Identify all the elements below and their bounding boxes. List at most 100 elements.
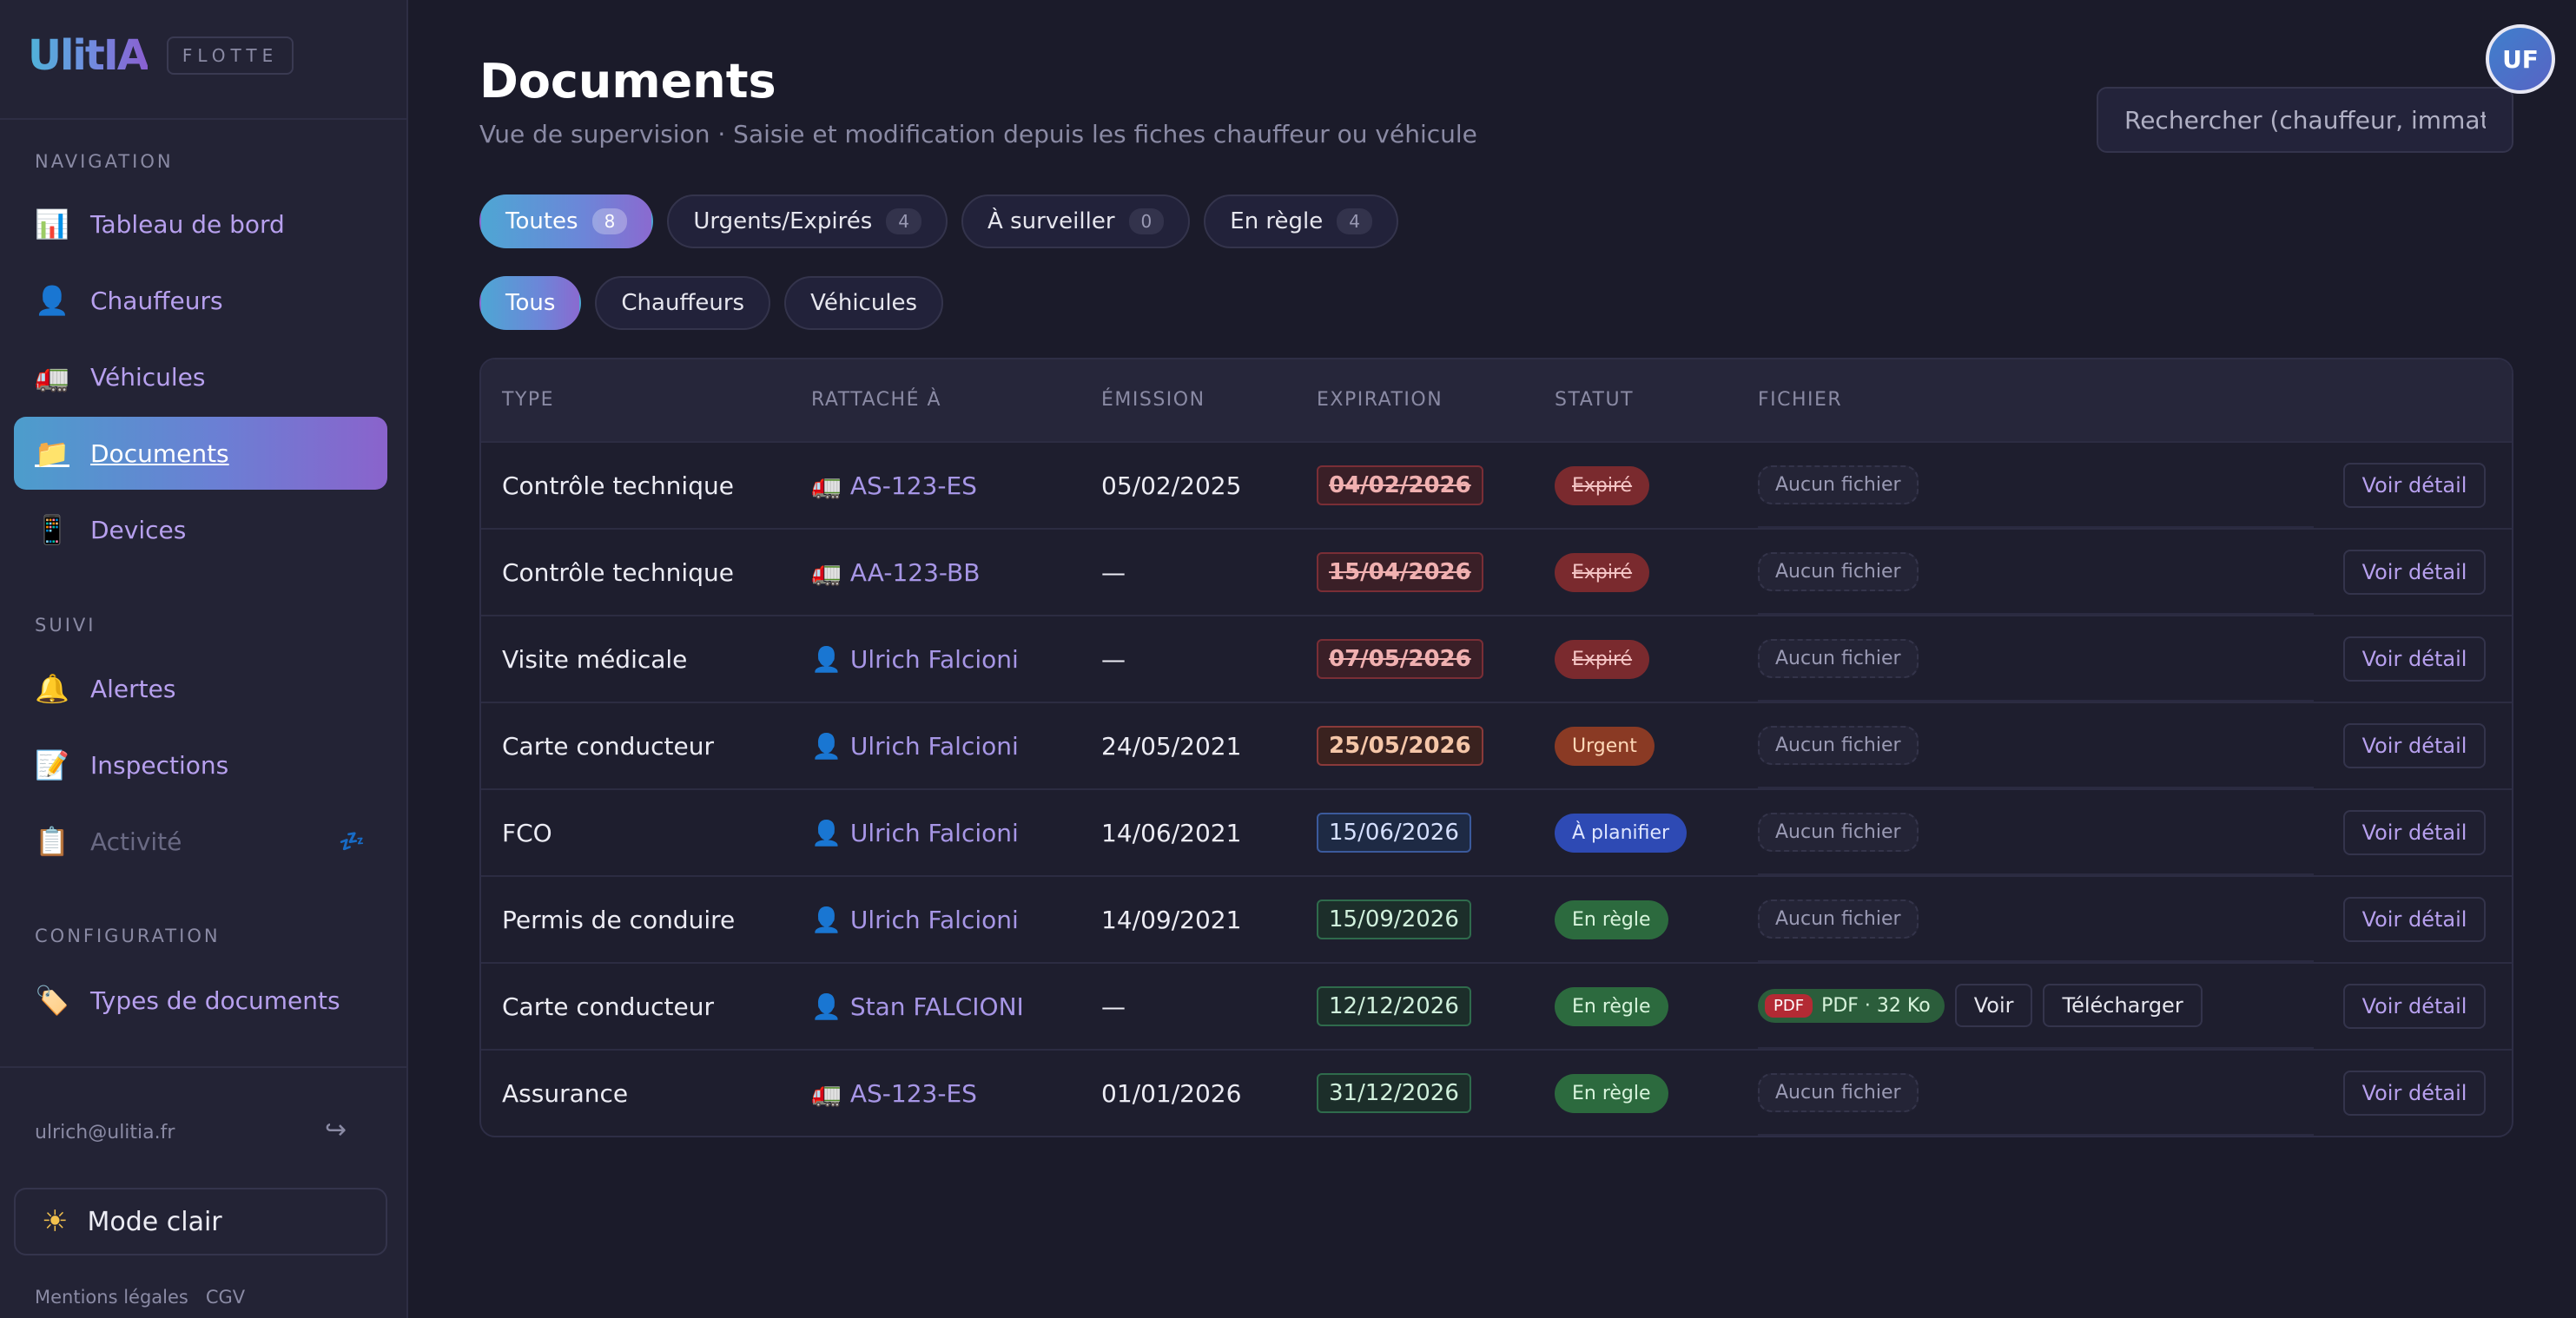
pdf-file-chip[interactable]: PDF PDF · 32 Ko bbox=[1758, 988, 1945, 1023]
expiration-date: 15/06/2026 bbox=[1317, 813, 1471, 853]
filter-toutes[interactable]: Toutes 8 bbox=[479, 194, 654, 248]
filter-a-surveiller[interactable]: À surveiller 0 bbox=[961, 194, 1191, 248]
sun-icon: ☀ bbox=[42, 1204, 69, 1239]
attached-link[interactable]: 🚛 AA-123-BB bbox=[811, 530, 980, 615]
bell-icon: 🔔 bbox=[35, 672, 69, 705]
attached-label: AS-123-ES bbox=[849, 1078, 977, 1108]
column-header-rattache[interactable]: RATTACHÉ À bbox=[811, 389, 942, 411]
column-header-expiration[interactable]: EXPIRATION bbox=[1317, 389, 1443, 411]
search-input[interactable] bbox=[2097, 87, 2513, 153]
status-cell: À planifier bbox=[1555, 790, 1688, 875]
truck-icon: 🚛 bbox=[35, 360, 69, 393]
legal-link[interactable]: Mentions légales bbox=[35, 1287, 188, 1308]
expiration-cell: 12/12/2026 bbox=[1317, 964, 1471, 1049]
status-filter-row: Toutes 8 Urgents/Expirés 4 À surveiller … bbox=[479, 194, 1399, 248]
view-detail-button[interactable]: Voir détail bbox=[2342, 897, 2487, 942]
view-detail-button[interactable]: Voir détail bbox=[2342, 723, 2487, 768]
attached-link[interactable]: 👤 Stan FALCIONI bbox=[811, 964, 1024, 1049]
clipboard-icon: 📋 bbox=[35, 825, 69, 858]
table-row[interactable]: Carte conducteur 👤 Stan FALCIONI — 12/12/… bbox=[481, 962, 2512, 1049]
table-row[interactable]: Contrôle technique 🚛 AS-123-ES 05/02/2025… bbox=[481, 441, 2512, 528]
attached-link[interactable]: 👤 Ulrich Falcioni bbox=[811, 616, 1019, 702]
sidebar: UlitIA FLOTTE NAVIGATION 📊 Tableau de bo… bbox=[0, 0, 408, 1318]
light-mode-button[interactable]: ☀ Mode clair bbox=[14, 1188, 387, 1255]
view-detail-button[interactable]: Voir détail bbox=[2342, 984, 2487, 1029]
filter-urgents-expires[interactable]: Urgents/Expirés 4 bbox=[667, 194, 948, 248]
expiration-date: 31/12/2026 bbox=[1317, 1073, 1471, 1113]
attached-link[interactable]: 👤 Ulrich Falcioni bbox=[811, 877, 1019, 962]
view-detail-button[interactable]: Voir détail bbox=[2342, 463, 2487, 508]
sidebar-item-label: Devices bbox=[90, 515, 187, 544]
filter-count: 0 bbox=[1128, 208, 1165, 234]
pdf-icon: PDF bbox=[1765, 993, 1813, 1018]
filter-label: Urgents/Expirés bbox=[693, 208, 873, 234]
sidebar-item-inspections[interactable]: 📝 Inspections bbox=[14, 728, 387, 801]
table-row[interactable]: FCO 👤 Ulrich Falcioni 14/06/2021 15/06/20… bbox=[481, 788, 2512, 875]
emission-date: — bbox=[1101, 644, 1126, 674]
attached-label: Ulrich Falcioni bbox=[849, 644, 1019, 674]
sidebar-item-label: Tableau de bord bbox=[90, 209, 285, 239]
sidebar-item-chauffeurs[interactable]: 👤 Chauffeurs bbox=[14, 264, 387, 337]
scope-tous[interactable]: Tous bbox=[479, 276, 582, 330]
sidebar-item-dashboard[interactable]: 📊 Tableau de bord bbox=[14, 188, 387, 260]
filter-count: 4 bbox=[886, 208, 922, 234]
sidebar-item-devices[interactable]: 📱 Devices bbox=[14, 493, 387, 566]
filter-en-regle[interactable]: En règle 4 bbox=[1204, 194, 1399, 248]
download-file-button[interactable]: Télécharger bbox=[2043, 984, 2203, 1027]
divider bbox=[0, 118, 408, 120]
no-file-badge: Aucun fichier bbox=[1758, 465, 1919, 504]
attached-link[interactable]: 🚛 AS-123-ES bbox=[811, 1051, 977, 1136]
action-cell: Voir détail bbox=[2314, 703, 2512, 788]
status-cell: Urgent bbox=[1555, 703, 1655, 788]
status-badge: Expiré bbox=[1555, 465, 1650, 505]
table-header: TYPE RATTACHÉ À ÉMISSION EXPIRATION STAT… bbox=[481, 359, 2512, 441]
column-header-type[interactable]: TYPE bbox=[502, 389, 555, 411]
status-badge: En règle bbox=[1555, 986, 1668, 1026]
no-file-badge: Aucun fichier bbox=[1758, 812, 1919, 852]
person-icon: 👤 bbox=[811, 644, 842, 674]
sidebar-item-types-documents[interactable]: 🏷️ Types de documents bbox=[14, 964, 387, 1037]
filter-label: Toutes bbox=[505, 208, 578, 234]
emission-date: 14/06/2021 bbox=[1101, 818, 1242, 847]
attached-link[interactable]: 👤 Ulrich Falcioni bbox=[811, 703, 1019, 788]
table-row[interactable]: Visite médicale 👤 Ulrich Falcioni — 07/05… bbox=[481, 615, 2512, 702]
sidebar-item-documents[interactable]: 📁 Documents bbox=[14, 417, 387, 490]
sidebar-item-activite[interactable]: 📋 Activité 💤 bbox=[14, 805, 387, 878]
scope-chauffeurs[interactable]: Chauffeurs bbox=[595, 276, 771, 330]
sidebar-item-label: Alertes bbox=[90, 674, 176, 703]
attached-link[interactable]: 👤 Ulrich Falcioni bbox=[811, 790, 1019, 875]
cgv-link[interactable]: CGV bbox=[205, 1287, 246, 1308]
sidebar-item-vehicules[interactable]: 🚛 Véhicules bbox=[14, 340, 387, 413]
avatar[interactable]: UF bbox=[2486, 24, 2555, 94]
column-header-emission[interactable]: ÉMISSION bbox=[1101, 389, 1205, 411]
sidebar-item-alertes[interactable]: 🔔 Alertes bbox=[14, 652, 387, 725]
mode-label: Mode clair bbox=[87, 1206, 222, 1237]
view-detail-button[interactable]: Voir détail bbox=[2342, 636, 2487, 682]
logout-icon[interactable]: ↪ bbox=[325, 1115, 347, 1145]
table-row[interactable]: Contrôle technique 🚛 AA-123-BB — 15/04/20… bbox=[481, 528, 2512, 615]
table-row[interactable]: Permis de conduire 👤 Ulrich Falcioni 14/0… bbox=[481, 875, 2512, 962]
column-header-fichier[interactable]: FICHIER bbox=[1758, 389, 1843, 411]
truck-icon: 🚛 bbox=[811, 557, 842, 587]
status-badge: Urgent bbox=[1555, 726, 1655, 766]
doc-type: Carte conducteur bbox=[502, 731, 714, 761]
view-file-button[interactable]: Voir bbox=[1954, 984, 2033, 1027]
label-icon: 🏷️ bbox=[35, 984, 69, 1017]
view-detail-button[interactable]: Voir détail bbox=[2342, 1071, 2487, 1116]
scope-vehicules[interactable]: Véhicules bbox=[784, 276, 944, 330]
view-detail-button[interactable]: Voir détail bbox=[2342, 550, 2487, 595]
action-cell: Voir détail bbox=[2314, 1051, 2512, 1136]
brand-logo[interactable]: UlitIA bbox=[28, 31, 149, 80]
person-icon: 👤 bbox=[35, 284, 69, 317]
expiration-date: 25/05/2026 bbox=[1317, 726, 1483, 766]
attached-link[interactable]: 🚛 AS-123-ES bbox=[811, 443, 977, 528]
table-row[interactable]: Assurance 🚛 AS-123-ES 01/01/2026 31/12/20… bbox=[481, 1049, 2512, 1136]
file-cell: Aucun fichier bbox=[1758, 877, 2314, 962]
no-file-badge: Aucun fichier bbox=[1758, 551, 1919, 591]
phone-icon: 📱 bbox=[35, 513, 69, 546]
attached-label: Ulrich Falcioni bbox=[849, 905, 1019, 934]
status-cell: Expiré bbox=[1555, 616, 1650, 702]
view-detail-button[interactable]: Voir détail bbox=[2342, 810, 2487, 855]
column-header-statut[interactable]: STATUT bbox=[1555, 389, 1635, 411]
table-row[interactable]: Carte conducteur 👤 Ulrich Falcioni 24/05/… bbox=[481, 702, 2512, 788]
